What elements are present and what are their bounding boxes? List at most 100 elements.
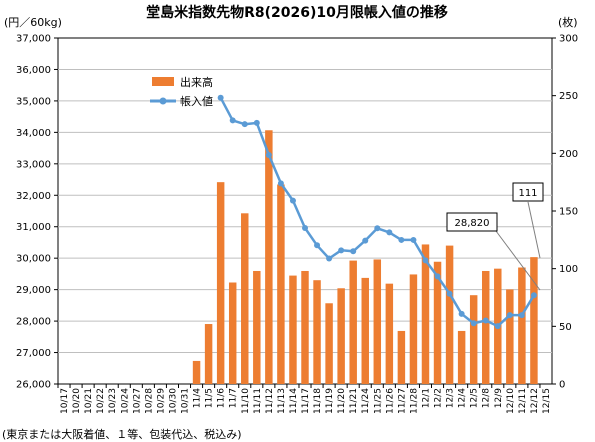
bar: [253, 270, 261, 384]
line-point: [302, 224, 308, 231]
x-tick-label: 11/25: [373, 388, 383, 414]
bar: [457, 330, 466, 384]
legend-swatch-volume: [152, 77, 174, 86]
bar: [277, 184, 285, 384]
x-tick-label: 12/2: [434, 388, 444, 408]
line-point: [241, 121, 248, 128]
y-left-tick-label: 35,000: [16, 96, 51, 107]
x-tick-label: 10/21: [84, 388, 94, 414]
legend-swatch-settlement-marker: [159, 97, 167, 105]
x-tick-label: 12/8: [482, 388, 492, 408]
gridlines: [58, 68, 552, 354]
x-tick-label: 12/5: [470, 388, 480, 408]
x-tick-label: 11/28: [409, 388, 419, 414]
bar: [241, 213, 249, 384]
line-point: [506, 312, 513, 319]
x-tick-label: 11/19: [325, 388, 335, 414]
y-right-axis: 0 50 100 150 200 250 300: [552, 34, 578, 391]
x-tick-label: 12/11: [518, 388, 528, 414]
x-tick-label: 11/26: [385, 388, 395, 414]
y-right-tick-label: 0: [559, 380, 565, 391]
x-tick-label: 11/14: [289, 388, 299, 414]
x-tick-label: 10/20: [72, 388, 82, 414]
line-point: [422, 257, 429, 264]
bar: [313, 280, 321, 384]
y-left-tick-label: 37,000: [16, 34, 51, 45]
x-tick-label: 12/9: [494, 388, 504, 408]
y-right-tick-label: 150: [559, 207, 578, 218]
x-tick-label: 11/11: [253, 388, 263, 414]
x-tick-label: 11/13: [277, 388, 287, 414]
x-tick-label: 11/10: [241, 388, 251, 414]
callout-label-volume: 111: [518, 188, 537, 199]
line-point: [326, 255, 333, 262]
bar: [301, 270, 309, 384]
x-tick-label: 12/10: [506, 388, 516, 414]
line-point: [289, 197, 296, 204]
chart-title: 堂島米指数先物R8(2026)10月限帳入値の推移: [146, 4, 448, 21]
legend-label-settlement: 帳入値: [180, 94, 213, 108]
line-point: [530, 292, 537, 299]
callout-leader-volume: [527, 201, 541, 259]
y-right-tick-label: 100: [559, 264, 578, 275]
x-tick-label: 11/24: [361, 388, 371, 414]
y-left-tick-label: 33,000: [16, 159, 51, 170]
x-tick-label: 11/6: [217, 388, 227, 408]
line-point: [458, 310, 465, 317]
x-tick-label: 11/20: [337, 388, 347, 414]
bar: [397, 330, 406, 384]
bar: [433, 261, 442, 384]
x-tick-label: 12/1: [421, 388, 431, 408]
x-tick-label: 11/21: [349, 388, 359, 414]
bar: [361, 277, 369, 384]
bar: [265, 130, 273, 384]
y-right-tick-label: 200: [559, 149, 578, 160]
x-tick-label: 12/3: [446, 388, 456, 408]
callout-leader-settlement: [495, 230, 541, 291]
y-right-unit: (枚): [558, 15, 578, 29]
x-tick-label: 10/17: [60, 388, 70, 414]
bar: [530, 257, 538, 384]
bar: [337, 288, 345, 384]
bar: [506, 289, 514, 384]
bar: [481, 270, 490, 384]
x-tick-label: 11/5: [205, 388, 215, 408]
x-tick-label: 10/28: [144, 388, 154, 414]
bar: [192, 360, 201, 384]
line-point: [265, 152, 272, 159]
y-right-tick-label: 50: [559, 322, 572, 333]
line-point: [386, 229, 393, 236]
bar: [228, 282, 237, 384]
legend-label-volume: 出来高: [180, 75, 213, 89]
x-tick-label: 10/29: [156, 388, 166, 414]
bar: [518, 267, 526, 384]
x-tick-label: 10/22: [96, 388, 106, 414]
bar: [204, 324, 213, 384]
y-left-tick-label: 31,000: [16, 222, 51, 233]
x-tick-label: 10/24: [120, 388, 130, 414]
bar: [349, 260, 357, 384]
line-point: [338, 247, 345, 254]
y-left-tick-label: 27,000: [16, 348, 51, 359]
bar: [289, 275, 297, 384]
line-point: [362, 237, 369, 244]
y-left-unit: (円／60kg): [4, 16, 62, 29]
bar: [445, 245, 454, 384]
line-point: [494, 323, 501, 330]
x-tick-label: 11/4: [193, 388, 203, 408]
y-left-tick-label: 26,000: [16, 380, 51, 391]
bar: [325, 303, 333, 384]
x-tick-label: 10/23: [108, 388, 118, 414]
x-tick-label: 11/17: [301, 388, 311, 414]
y-right-tick-label: 300: [559, 34, 578, 45]
line-point: [229, 117, 236, 124]
line-point: [482, 317, 489, 324]
line-point: [446, 290, 453, 297]
callout-box-volume: [512, 182, 544, 202]
callout-label-settlement: 28,820: [455, 218, 490, 229]
y-left-tick-label: 30,000: [16, 254, 51, 265]
y-right-tick-label: 250: [559, 91, 578, 102]
bar: [385, 283, 394, 384]
line-point: [217, 94, 224, 101]
